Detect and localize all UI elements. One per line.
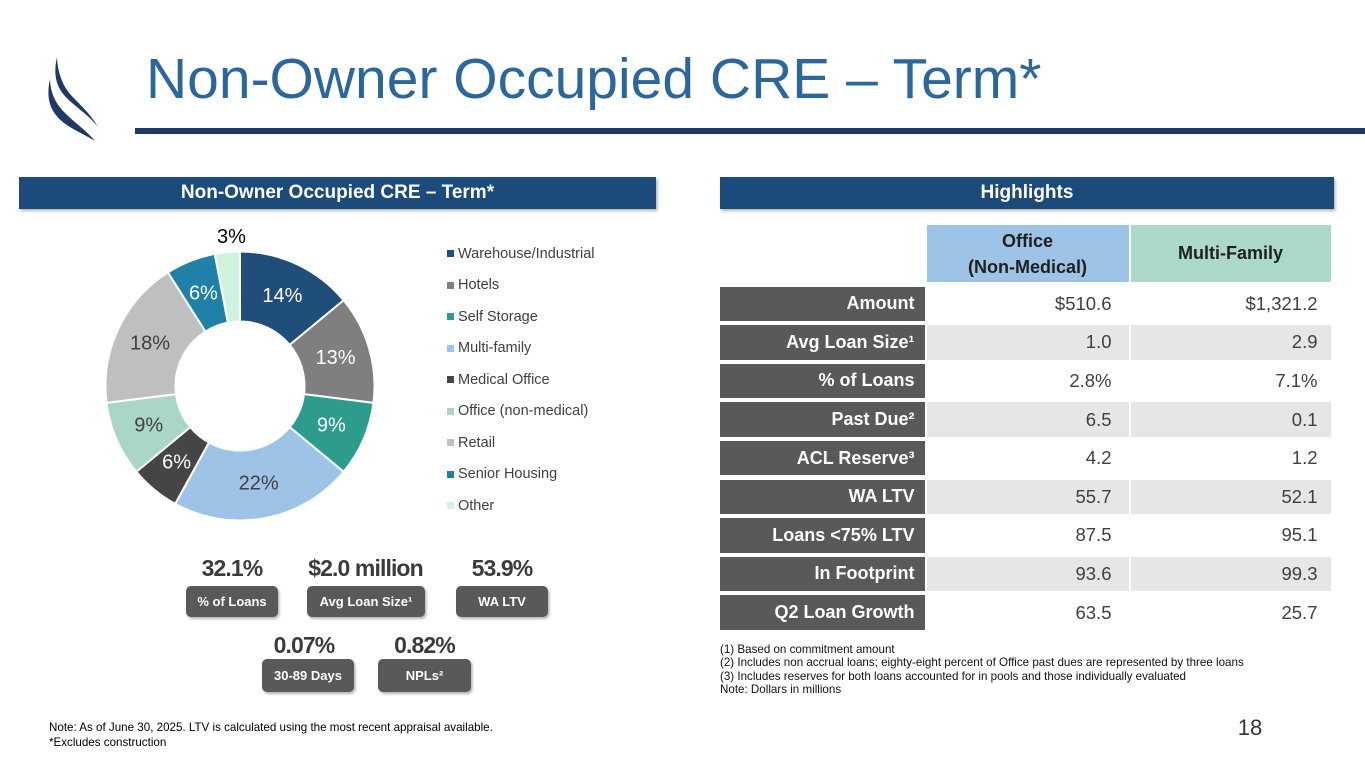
- svg-text:22%: 22%: [239, 473, 279, 495]
- svg-text:9%: 9%: [134, 415, 163, 437]
- svg-text:3%: 3%: [217, 226, 246, 248]
- svg-text:14%: 14%: [262, 285, 302, 307]
- svg-text:13%: 13%: [315, 347, 355, 369]
- svg-text:18%: 18%: [130, 333, 170, 355]
- svg-text:6%: 6%: [189, 283, 218, 305]
- svg-text:6%: 6%: [162, 452, 191, 474]
- svg-text:9%: 9%: [317, 415, 346, 437]
